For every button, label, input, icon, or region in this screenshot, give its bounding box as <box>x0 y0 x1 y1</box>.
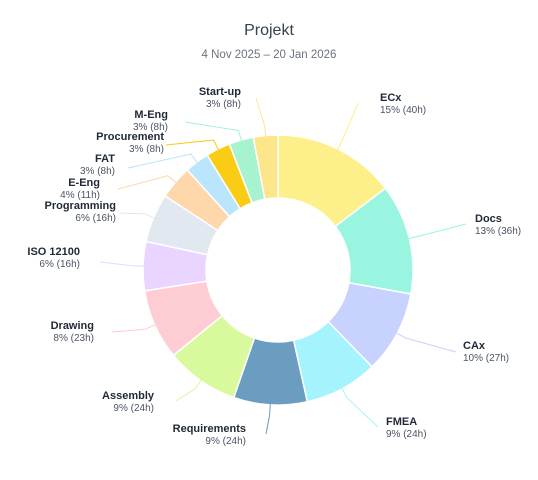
slice-start-up[interactable] <box>252 134 279 201</box>
slices-group <box>142 134 414 406</box>
leader-line-programming <box>119 212 156 220</box>
leader-line-cax <box>395 332 457 353</box>
leader-line-fmea <box>340 386 379 428</box>
leader-line-docs <box>407 223 467 240</box>
label-name-m-eng: M-Eng <box>134 109 168 121</box>
label-value-drawing: 8% (23h) <box>53 333 94 344</box>
leader-line-assembly <box>175 378 203 402</box>
label-name-e-eng: E-Eng <box>68 177 100 189</box>
leader-line-iso-12100 <box>99 261 146 267</box>
label-value-procurement: 3% (8h) <box>129 144 164 155</box>
leader-lines-group <box>99 97 467 435</box>
label-name-ecx: ECx <box>380 92 402 104</box>
chart-subtitle: 4 Nov 2025 – 20 Jan 2026 <box>201 49 337 61</box>
label-name-drawing: Drawing <box>51 320 94 332</box>
label-value-fmea: 9% (24h) <box>386 429 427 440</box>
label-value-m-eng: 3% (8h) <box>133 122 168 133</box>
label-value-iso-12100: 6% (16h) <box>39 259 80 270</box>
label-name-requirements: Requirements <box>173 423 246 435</box>
leader-line-m-eng <box>184 121 243 143</box>
leader-line-procurement <box>165 139 220 152</box>
label-name-programming: Programming <box>44 200 116 212</box>
label-name-cax: CAx <box>463 340 486 352</box>
label-value-ecx: 15% (40h) <box>380 105 426 116</box>
label-value-programming: 6% (16h) <box>75 213 116 224</box>
label-value-start-up: 3% (8h) <box>206 99 241 110</box>
leader-line-ecx <box>336 102 359 152</box>
leader-line-drawing <box>111 323 157 333</box>
label-value-e-eng: 4% (11h) <box>60 190 100 201</box>
label-name-fmea: FMEA <box>386 416 417 428</box>
label-name-assembly: Assembly <box>102 390 155 402</box>
label-value-docs: 13% (36h) <box>475 226 521 237</box>
label-name-docs: Docs <box>475 213 502 225</box>
label-value-assembly: 9% (24h) <box>113 403 154 414</box>
label-name-procurement: Procurement <box>96 131 164 143</box>
leader-line-e-eng <box>117 175 178 190</box>
label-name-iso-12100: ISO 12100 <box>27 246 80 258</box>
leader-line-requirements <box>265 402 271 435</box>
leader-line-fat <box>127 153 199 169</box>
label-value-cax: 10% (27h) <box>463 353 509 364</box>
leader-line-start-up <box>255 97 267 138</box>
chart-title: Projekt <box>244 22 294 39</box>
label-name-fat: FAT <box>95 153 115 165</box>
label-name-start-up: Start-up <box>199 86 241 98</box>
label-value-fat: 3% (8h) <box>80 166 115 177</box>
label-value-requirements: 9% (24h) <box>205 436 246 447</box>
